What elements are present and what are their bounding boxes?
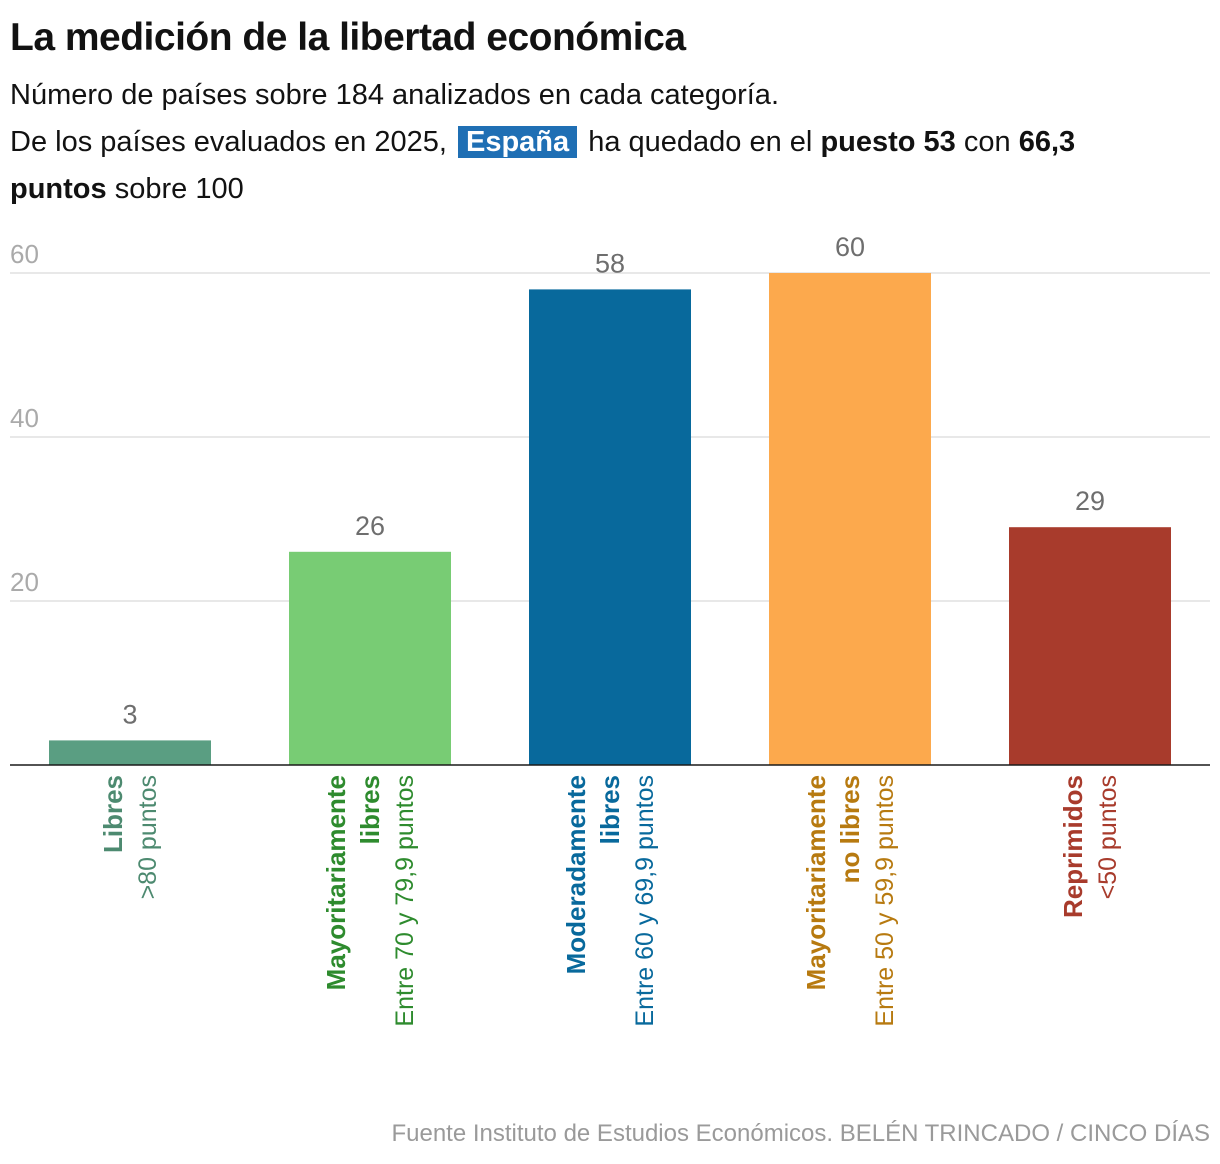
category-label-3: Moderadamente libres Entre 60 y 69,9 punto…: [561, 775, 659, 1027]
subtitle-part-3: con: [963, 126, 1011, 158]
category-name: Moderadamente: [561, 775, 591, 974]
subtitle-part-4: sobre 100: [114, 173, 244, 205]
category-range: Entre 70 y 79,9 puntos: [391, 775, 419, 1027]
category-name: Mayoritariamente: [801, 775, 831, 990]
chart-subtitle: Número de países sobre 184 analizados en…: [10, 72, 1210, 213]
rank-value: puesto 53: [820, 126, 956, 158]
category-range: Entre 50 y 59,9 puntos: [871, 775, 899, 1027]
category-name: Reprimidos: [1058, 775, 1088, 918]
bar-3: [529, 289, 691, 765]
category-label-4: Mayoritariamente no libres Entre 50 y 59,9…: [801, 775, 899, 1027]
category-name: no libres: [835, 775, 865, 883]
category-range: >80 puntos: [134, 775, 162, 899]
bar-chart: 20 40 60 3 26 58 60 29 Libres >80 puntos Mayoritar…: [10, 232, 1210, 1027]
score-unit: puntos: [10, 173, 107, 205]
bar-5: [1009, 527, 1171, 765]
category-label-5: Reprimidos <50 puntos: [1058, 775, 1122, 918]
category-label-1: Libres >80 puntos: [98, 775, 162, 899]
subtitle-part-1: De los países evaluados en 2025,: [10, 126, 447, 158]
bar-1: [49, 740, 211, 765]
bar-value-label-4: 60: [835, 232, 865, 262]
spain-highlight: España: [457, 126, 578, 158]
bar-value-label-2: 26: [355, 511, 385, 541]
score-value: 66,3: [1018, 126, 1076, 158]
bar-2: [289, 551, 451, 765]
bar-value-label-5: 29: [1075, 486, 1105, 516]
y-tick-label-40: 40: [10, 403, 39, 433]
category-range: <50 puntos: [1094, 775, 1122, 899]
category-name: Mayoritariamente: [321, 775, 351, 990]
bar-value-label-1: 3: [122, 699, 137, 729]
category-name: Libres: [98, 775, 128, 853]
bar-value-label-3: 58: [595, 248, 625, 278]
category-label-2: Mayoritariamente libres Entre 70 y 79,9 pu…: [321, 775, 419, 1027]
bar-4: [769, 273, 931, 765]
category-name: libres: [355, 775, 385, 844]
subtitle-part-2: ha quedado en el: [588, 126, 813, 158]
chart-title: La medición de la libertad económica: [10, 16, 686, 59]
y-tick-label-60: 60: [10, 239, 39, 269]
category-name: libres: [595, 775, 625, 844]
y-tick-label-20: 20: [10, 567, 39, 597]
source-note: Fuente Instituto de Estudios Económicos.…: [391, 1120, 1210, 1147]
subtitle-line-1: Número de países sobre 184 analizados en…: [10, 79, 779, 111]
category-range: Entre 60 y 69,9 puntos: [631, 775, 659, 1027]
